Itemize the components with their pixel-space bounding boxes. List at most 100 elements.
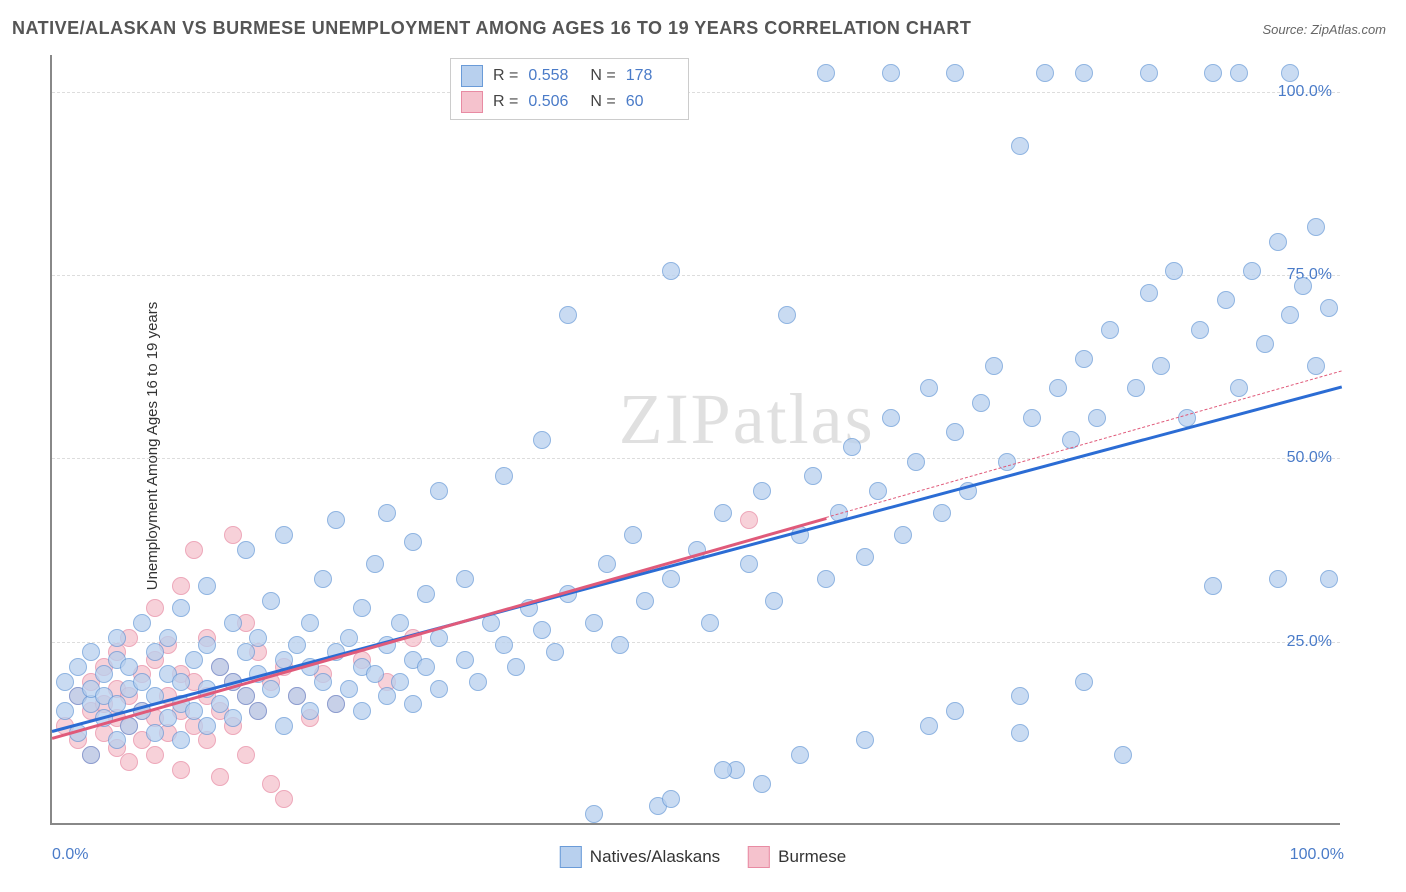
natives-point: [1036, 64, 1054, 82]
natives-point: [559, 306, 577, 324]
natives-point: [301, 702, 319, 720]
natives-point: [185, 702, 203, 720]
natives-point: [701, 614, 719, 632]
natives-point: [82, 643, 100, 661]
natives-point: [1152, 357, 1170, 375]
natives-point: [869, 482, 887, 500]
natives-point: [714, 761, 732, 779]
legend-row-burmese: R = 0.506 N = 60: [461, 89, 678, 115]
natives-point: [1320, 570, 1338, 588]
natives-point: [1075, 350, 1093, 368]
swatch-natives: [461, 65, 483, 87]
natives-point: [662, 790, 680, 808]
legend-row-natives: R = 0.558 N = 178: [461, 63, 678, 89]
natives-point: [224, 614, 242, 632]
natives-point: [1269, 570, 1287, 588]
chart-title: NATIVE/ALASKAN VS BURMESE UNEMPLOYMENT A…: [12, 18, 971, 39]
natives-point: [327, 695, 345, 713]
swatch-burmese: [461, 91, 483, 113]
natives-point: [314, 673, 332, 691]
natives-point: [1191, 321, 1209, 339]
y-tick-label: 50.0%: [1287, 449, 1332, 467]
natives-point: [946, 423, 964, 441]
natives-point: [159, 709, 177, 727]
natives-point: [366, 665, 384, 683]
natives-point: [262, 680, 280, 698]
burmese-point: [146, 599, 164, 617]
natives-point: [1011, 137, 1029, 155]
burmese-point: [146, 746, 164, 764]
burmese-point: [172, 577, 190, 595]
natives-point: [495, 636, 513, 654]
natives-point: [456, 651, 474, 669]
natives-point: [185, 651, 203, 669]
burmese-point: [740, 511, 758, 529]
n-label: N =: [590, 93, 615, 111]
natives-point: [1140, 284, 1158, 302]
natives-point: [108, 629, 126, 647]
burmese-point: [275, 790, 293, 808]
natives-point: [378, 504, 396, 522]
natives-point: [456, 570, 474, 588]
natives-point: [1243, 262, 1261, 280]
natives-point: [495, 467, 513, 485]
natives-point: [237, 541, 255, 559]
natives-point: [1088, 409, 1106, 427]
natives-point: [146, 724, 164, 742]
natives-point: [843, 438, 861, 456]
natives-point: [740, 555, 758, 573]
natives-point: [1204, 64, 1222, 82]
trend-line: [826, 370, 1342, 518]
burmese-point: [262, 775, 280, 793]
natives-point: [133, 673, 151, 691]
natives-point: [378, 687, 396, 705]
natives-point: [249, 629, 267, 647]
series-legend: Natives/Alaskans Burmese: [560, 846, 846, 868]
natives-point: [894, 526, 912, 544]
natives-point: [172, 731, 190, 749]
natives-point: [946, 702, 964, 720]
correlation-legend: R = 0.558 N = 178 R = 0.506 N = 60: [450, 58, 689, 120]
natives-point: [327, 511, 345, 529]
natives-point: [598, 555, 616, 573]
y-tick-label: 100.0%: [1278, 83, 1332, 101]
natives-point: [1011, 724, 1029, 742]
natives-point: [753, 775, 771, 793]
natives-point: [288, 687, 306, 705]
natives-point: [765, 592, 783, 610]
natives-point: [417, 585, 435, 603]
natives-point: [1127, 379, 1145, 397]
natives-point: [95, 665, 113, 683]
natives-point: [56, 673, 74, 691]
natives-point: [172, 599, 190, 617]
r-label: R =: [493, 67, 518, 85]
natives-point: [985, 357, 1003, 375]
natives-point: [353, 702, 371, 720]
natives-point: [237, 643, 255, 661]
natives-point: [1075, 673, 1093, 691]
natives-point: [353, 599, 371, 617]
natives-point: [585, 805, 603, 823]
natives-point: [198, 717, 216, 735]
natives-point: [856, 548, 874, 566]
x-tick-min: 0.0%: [52, 846, 88, 864]
natives-point: [1307, 218, 1325, 236]
burmese-point: [185, 541, 203, 559]
burmese-point: [237, 746, 255, 764]
natives-point: [1230, 64, 1248, 82]
legend-label-natives: Natives/Alaskans: [590, 847, 720, 867]
natives-point: [430, 482, 448, 500]
legend-item-burmese: Burmese: [748, 846, 846, 868]
gridline: [52, 275, 1340, 276]
natives-point: [211, 658, 229, 676]
r-value-burmese: 0.506: [528, 93, 580, 111]
natives-point: [211, 695, 229, 713]
natives-point: [611, 636, 629, 654]
natives-point: [1204, 577, 1222, 595]
natives-point: [146, 643, 164, 661]
natives-point: [108, 731, 126, 749]
natives-point: [1101, 321, 1119, 339]
natives-point: [546, 643, 564, 661]
natives-point: [1281, 306, 1299, 324]
natives-point: [301, 614, 319, 632]
